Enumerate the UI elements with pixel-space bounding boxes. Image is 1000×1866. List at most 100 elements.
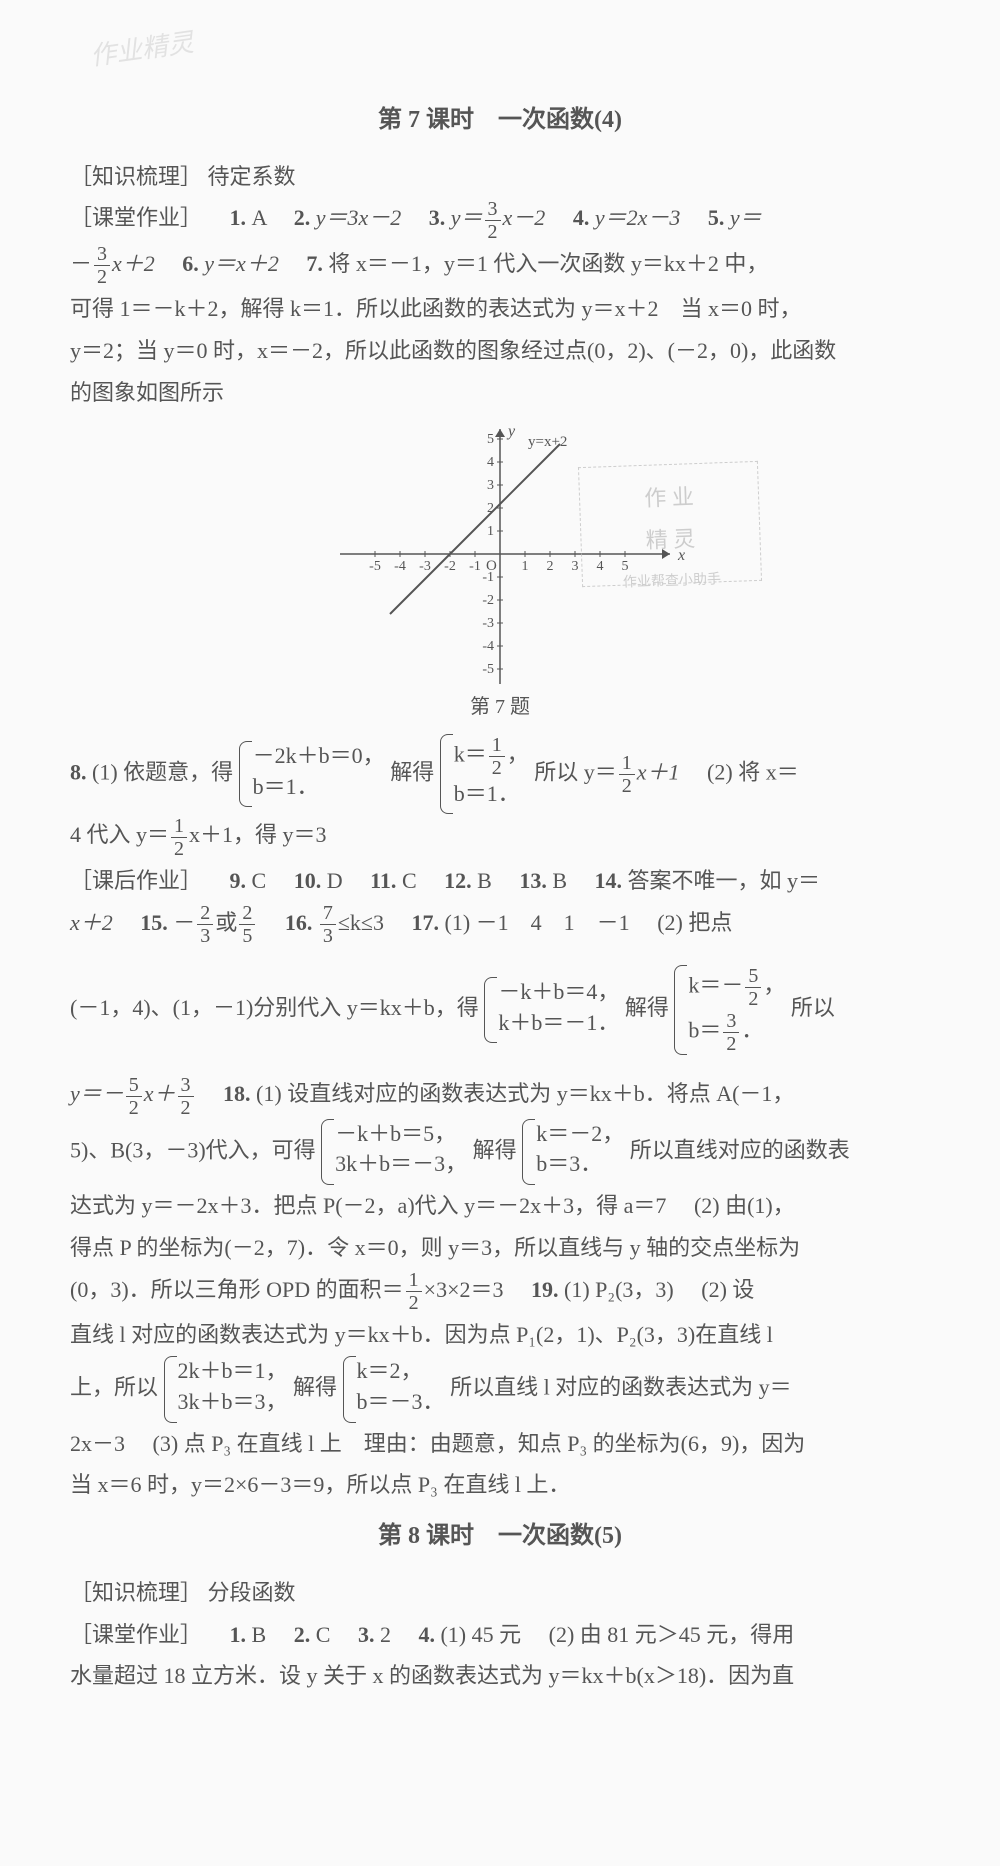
svg-text:-1: -1: [469, 559, 481, 574]
q19-p2-label: (2): [701, 1277, 727, 1302]
q19-p3a: 点 P₃ 在直线 l 上 理由：由题意，知点 P₃ 的坐标为(6，9)，因为: [184, 1431, 806, 1456]
q14-cont: x＋2: [70, 910, 113, 935]
q2-num: 2.: [294, 205, 311, 230]
q18-p1a: 设直线对应的函数表达式为 y＝kx＋b．将点 A(－1，: [287, 1081, 794, 1106]
q18-l3: 达式为 y＝－2x＋3．把点 P(－2，a)代入 y＝－2x＋3，得 a＝7: [70, 1193, 666, 1218]
q18-suffix: 所以直线对应的函数表: [630, 1137, 850, 1162]
q3-prefix: y＝: [451, 205, 483, 230]
q17-l3-f2: 32: [178, 1074, 194, 1119]
l8-q3-num: 3.: [358, 1622, 375, 1647]
q8-line1: 8. (1) 依题意，得 －2k＋b＝0，b＝1． 解得 k＝12，b＝1． 所…: [70, 734, 930, 815]
kehou-line2: x＋2 15. －23或25 16. 73≤k≤3 17. (1) －1 4 1…: [70, 902, 930, 947]
svg-text:2: 2: [547, 559, 554, 574]
lesson8-zhishi: ［知识梳理］ 分段函数: [70, 1572, 930, 1614]
svg-text:y: y: [506, 424, 516, 440]
q18-p2a: 由(1)，: [725, 1193, 795, 1218]
q19-brace1: 2k＋b＝1，3k＋b＝3，: [164, 1356, 288, 1423]
q19-p2a: 设: [732, 1277, 754, 1302]
q8-brace1: －2k＋b＝0，b＝1．: [239, 741, 385, 808]
q8-p1a: 依题意，得: [123, 759, 233, 784]
lesson7-kehou: ［课后作业］ 9. C 10. D 11. C 12. B 13. B 14. …: [70, 860, 930, 902]
svg-text:-5: -5: [482, 662, 494, 677]
q11-ans: C: [402, 868, 417, 893]
q19-line2: 直线 l 对应的函数表达式为 y＝kx＋b．因为点 P₁(2，1)、P₂(3，3…: [70, 1314, 930, 1356]
q18-p1-label: (1): [256, 1081, 282, 1106]
svg-text:1: 1: [487, 524, 494, 539]
q2-ans: y＝3x－2: [316, 205, 402, 230]
q7-text1: 将 x＝－1，y＝1 代入一次函数 y＝kx＋2 中，: [328, 251, 768, 276]
q6-ans: y＝x＋2: [204, 251, 279, 276]
graph-watermark: 作 业 精 灵 作业帮查小助手: [578, 461, 762, 587]
page-content: 第 7 课时 一次函数(4) ［知识梳理］ 待定系数 ［课堂作业］ 1. A 2…: [0, 0, 1000, 1737]
l8-q4-p1-label: (1): [440, 1622, 466, 1647]
q8-l2-prefix: 4 代入 y＝: [70, 822, 169, 847]
l8-q4-p2: 由 81 元＞45 元，得用: [580, 1622, 795, 1647]
q16-num: 16.: [285, 910, 313, 935]
q18-brace1: －k＋b＝5，3k＋b＝－3，: [321, 1119, 467, 1186]
q16-suffix: ≤k≤3: [338, 910, 384, 935]
q5-num: 5.: [708, 205, 725, 230]
q12-num: 12.: [444, 868, 472, 893]
q18-line2: 5)、B(3，－3)代入，可得 －k＋b＝5，3k＋b＝－3， 解得 k＝－2，…: [70, 1119, 930, 1186]
svg-text:-3: -3: [482, 616, 494, 631]
q3-suffix: x－2: [503, 205, 546, 230]
q14-ans: 答案不唯一，如 y＝: [628, 868, 821, 893]
q5-frac: 32: [94, 243, 110, 288]
q18-l5-prefix: (0，3)．所以三角形 OPD 的面积＝: [70, 1277, 404, 1302]
q15-mid: 或: [215, 910, 237, 935]
q15-prefix: －: [173, 910, 195, 935]
l8-q4-line2: 水量超过 18 立方米．设 y 关于 x 的函数表达式为 y＝kx＋b(x＞18…: [70, 1655, 930, 1697]
l8-q4-num: 4.: [418, 1622, 435, 1647]
q19-line4: 2x－3 (3) 点 P₃ 在直线 l 上 理由：由题意，知点 P₃ 的坐标为(…: [70, 1423, 930, 1465]
q11-num: 11.: [370, 868, 396, 893]
q1-ans: A: [252, 205, 267, 230]
l8-zhishi-text: 分段函数: [208, 1580, 296, 1605]
q18-l5-frac: 12: [406, 1269, 422, 1314]
q9-ans: C: [252, 868, 267, 893]
q4-num: 4.: [573, 205, 590, 230]
q3-num: 3.: [429, 205, 446, 230]
q18-line4: 得点 P 的坐标为(－2，7)．令 x＝0，则 y＝3，所以直线与 y 轴的交点…: [70, 1227, 930, 1269]
q7-num: 7.: [306, 251, 323, 276]
svg-text:-1: -1: [482, 570, 494, 585]
svg-text:-3: -3: [419, 559, 431, 574]
l8-q4-p2-label: (2): [549, 1622, 575, 1647]
q17-line3: y＝－52x＋32 18. (1) 设直线对应的函数表达式为 y＝kx＋b．将点…: [70, 1073, 930, 1118]
q3-frac: 32: [485, 198, 501, 243]
q8-p1c-frac: 12: [619, 752, 635, 797]
q8-p1b: 解得: [390, 759, 434, 784]
q17-brace2: k＝－52，b＝32．: [674, 965, 785, 1055]
q17-p1-label: (1): [445, 910, 471, 935]
q19-suffix: 所以直线 l 对应的函数表达式为 y＝: [450, 1374, 792, 1399]
svg-text:-4: -4: [394, 559, 406, 574]
kehou-label: ［课后作业］: [70, 868, 202, 893]
l8-q2-ans: C: [316, 1622, 331, 1647]
q19-mid: 解得: [293, 1374, 337, 1399]
q18-num: 18.: [223, 1081, 251, 1106]
q17-p2-text: 把点: [688, 910, 732, 935]
q8-p1-label: (1): [92, 759, 118, 784]
q18-line5: (0，3)．所以三角形 OPD 的面积＝12×3×2＝3 19. (1) P₂(…: [70, 1269, 930, 1314]
l8-q4-p1: 45 元: [472, 1622, 522, 1647]
q5-prefix: y＝: [730, 205, 762, 230]
svg-text:-2: -2: [444, 559, 456, 574]
graph-line-label: y=x+2: [528, 434, 567, 450]
q17-line2: (－1，4)、(1，－1)分别代入 y＝kx＋b，得 －k＋b＝4，k＋b＝－1…: [70, 965, 930, 1055]
q19-l4a: 2x－3: [70, 1431, 125, 1456]
q17-p2-label: (2): [657, 910, 683, 935]
q13-num: 13.: [519, 868, 547, 893]
q17-num: 17.: [412, 910, 440, 935]
q19-l3a: 上，所以: [70, 1374, 158, 1399]
l8-ketang-label: ［课堂作业］: [70, 1622, 202, 1647]
svg-text:3: 3: [487, 478, 494, 493]
q7-line3: y＝2；当 y＝0 时，x＝－2，所以此函数的图象经过点(0，2)、(－2，0)…: [70, 330, 930, 372]
q16-frac: 73: [320, 902, 336, 947]
svg-text:1: 1: [522, 559, 529, 574]
q15-f2: 25: [239, 902, 255, 947]
lesson8-heading: 第 8 课时 一次函数(5): [70, 1514, 930, 1560]
q17-l3-prefix: y＝－: [70, 1081, 124, 1106]
q19-num: 19.: [531, 1277, 559, 1302]
q18-line3: 达式为 y＝－2x＋3．把点 P(－2，a)代入 y＝－2x＋3，得 a＝7 (…: [70, 1185, 930, 1227]
q17-mid: 解得: [625, 995, 669, 1020]
lesson7-zhishi: ［知识梳理］ 待定系数: [70, 156, 930, 198]
